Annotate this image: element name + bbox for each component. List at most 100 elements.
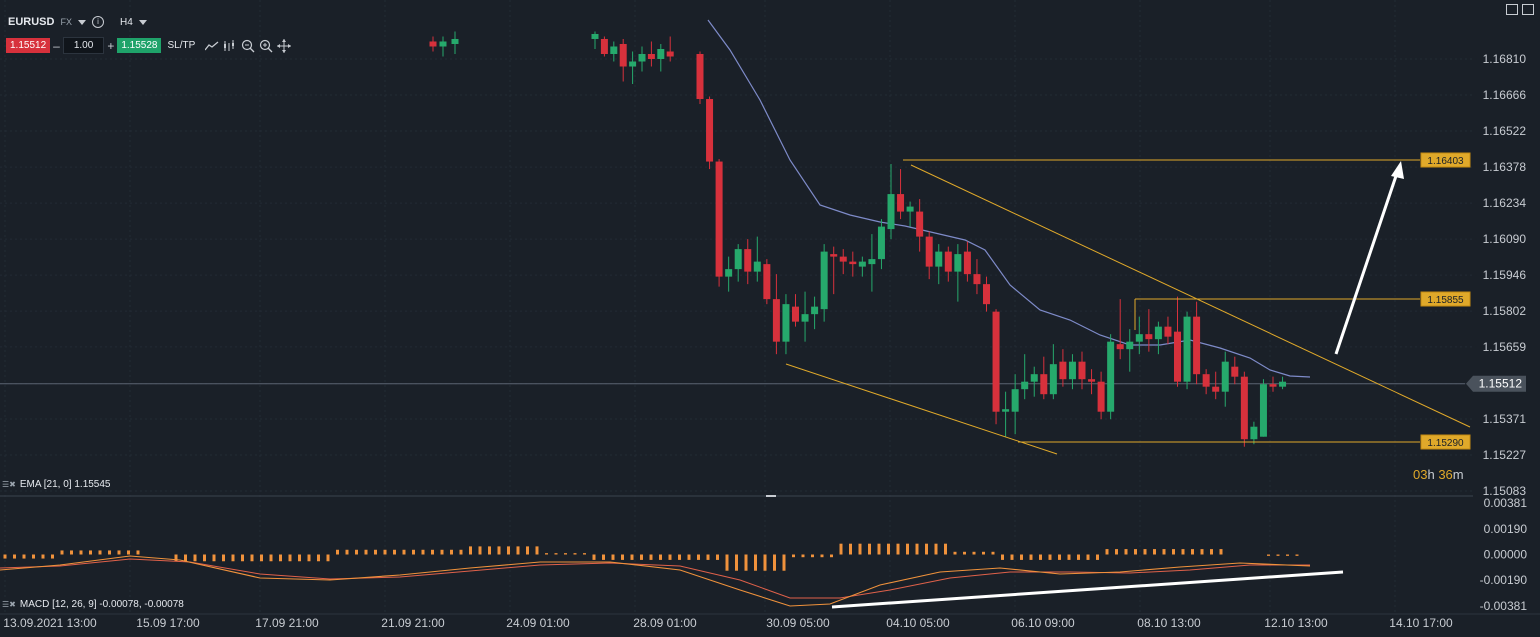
symbol-label[interactable]: EURUSD [8,16,55,28]
candle-body [591,33,599,39]
macd-settings-icon[interactable]: ☰✖ [2,600,16,609]
zoom-out-icon[interactable] [239,39,257,53]
x-tick-label: 06.10 09:00 [1011,616,1075,630]
macd-histogram-bar [630,554,634,560]
candle [629,51,637,85]
macd-histogram-bar [877,543,881,555]
timeframe-selector[interactable]: H4 [119,16,133,28]
macd-histogram-bar [89,550,92,555]
candle [451,31,459,54]
price-tag-bg [1420,291,1471,307]
macd-signal-line [0,558,1310,599]
macd-histogram-bar [1039,554,1042,560]
candle [610,41,618,62]
macd-histogram-bar [545,553,548,555]
candle-body [839,256,847,262]
candle-body [1259,384,1267,437]
candle [954,244,962,302]
macd-histogram-bar [858,543,862,555]
macd-histogram-bar [830,554,833,558]
candle [1269,376,1277,392]
macd-histogram-bar [203,554,206,562]
zoom-in-icon[interactable] [257,39,275,53]
candle-body [696,53,704,100]
candle [1135,316,1143,355]
candle [1049,344,1057,400]
macd-histogram-bar [307,554,311,562]
macd-histogram-bar [412,549,415,555]
macd-histogram-bar [839,543,843,555]
candle-body [906,206,914,212]
candle-body [1116,344,1124,350]
macd-histogram-bar [279,554,282,562]
candle [1183,311,1191,390]
chart-type-icon[interactable] [203,39,221,53]
candle-body [666,51,674,57]
candle-body [1030,374,1038,382]
crosshair-icon[interactable] [275,38,293,53]
y-tick-label: 1.15371 [1483,412,1527,426]
candle-body [439,41,447,47]
macd-histogram-bar [1020,554,1023,560]
x-tick-label: 17.09 21:00 [255,616,319,630]
macd-histogram-bar [402,549,406,555]
candle [706,96,714,170]
macd-histogram-bar [1162,549,1166,555]
countdown-minutes: 36 [1438,467,1453,482]
candle [992,309,1000,425]
ema-line [707,19,1311,378]
candle-body [1212,386,1220,392]
candle-body [1011,389,1019,412]
candle [877,219,885,270]
macd-histogram-bar [1105,549,1109,555]
macd-histogram-bar [535,546,539,555]
y-tick-label: 1.15802 [1483,304,1527,318]
info-icon[interactable]: i [91,16,104,28]
candle-body [1154,326,1162,340]
candle [811,296,819,330]
macd-histogram-bar [1115,549,1118,555]
candle-body [916,211,924,237]
macd-histogram-bar [374,549,377,555]
candle [1221,351,1229,407]
macd-histogram-bar [706,554,710,560]
candles [429,31,1287,447]
candle-body [897,194,905,212]
quantity-plus-button[interactable]: + [107,38,115,53]
sltp-button[interactable]: SL/TP [167,40,196,51]
macd-histogram-bar [1219,549,1223,555]
candle-body [1174,331,1181,382]
market-label: FX [60,17,72,27]
macd-histogram-bar [488,546,491,555]
macd-histogram-bar [763,554,767,571]
symbol-dropdown-icon[interactable] [77,19,86,25]
minimize-icon[interactable] [1506,4,1518,15]
candle-body [1193,316,1201,375]
timeframe-dropdown-icon[interactable] [138,19,147,25]
sell-price-button[interactable]: 1.15512 [6,38,51,53]
candle [591,31,599,49]
quantity-minus-button[interactable]: – [53,38,60,53]
candle-body [657,48,665,59]
macd-histogram-bar [716,554,719,560]
candle-body [954,254,962,272]
buy-price-button[interactable]: 1.15528 [117,38,162,53]
candle-body [1250,426,1258,440]
candle-body [973,274,981,285]
ema-indicator-label: ☰✖ EMA [21, 0] 1.15545 [2,479,111,490]
macd-histogram-bar [497,546,501,555]
macd-histogram-bar [269,554,273,562]
macd-histogram-bar [1029,554,1033,560]
countdown-hours: 03 [1413,467,1428,482]
indicators-icon[interactable] [221,39,239,53]
candle [1002,391,1010,437]
quantity-input[interactable]: 1.00 [62,37,105,54]
maximize-icon[interactable] [1522,4,1534,15]
macd-histogram-bar [136,550,140,555]
candle-body [1040,374,1048,395]
target-arrow-head [1391,161,1404,179]
ema-settings-icon[interactable]: ☰✖ [2,480,16,489]
candle-body [801,314,809,322]
macd-histogram-bar [659,554,662,560]
